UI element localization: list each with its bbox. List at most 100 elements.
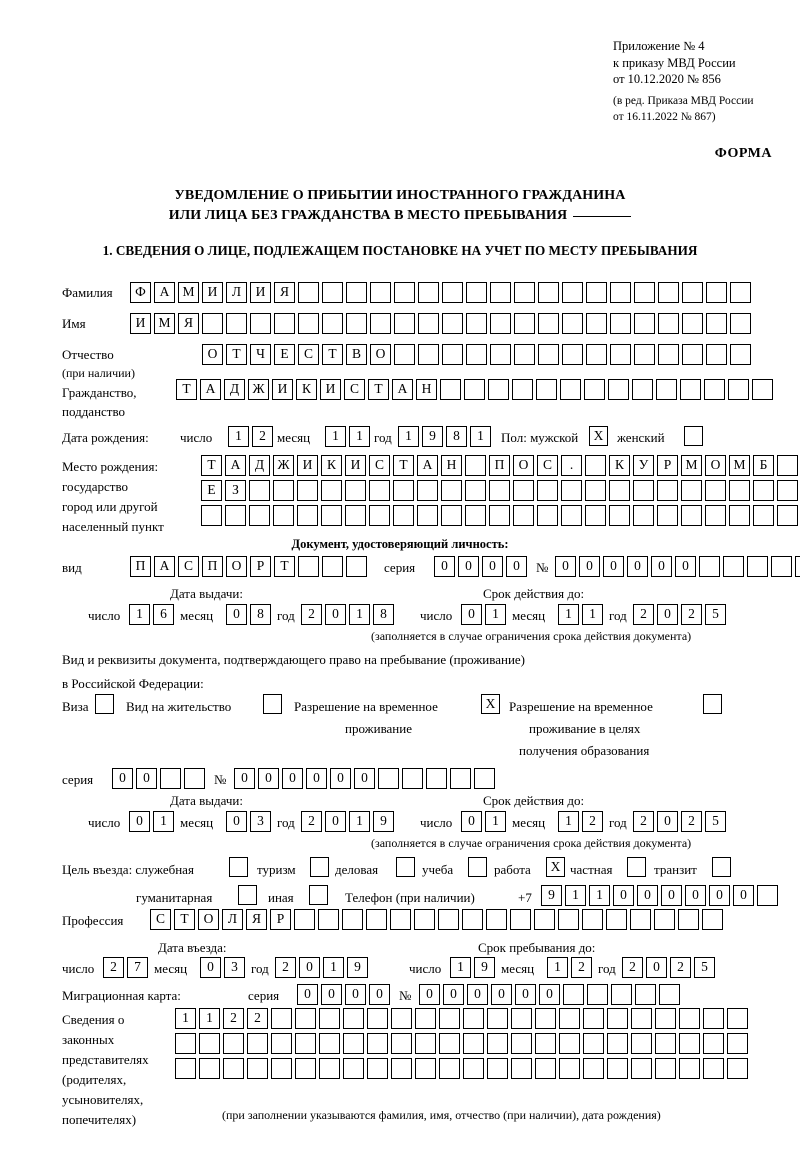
char-cell[interactable] (654, 909, 675, 930)
char-cell[interactable]: 2 (301, 604, 322, 625)
char-cell[interactable] (297, 505, 318, 526)
char-cell[interactable]: 0 (282, 768, 303, 789)
char-cell[interactable] (678, 909, 699, 930)
char-cell[interactable]: 0 (579, 556, 600, 577)
char-cell[interactable]: 1 (589, 885, 610, 906)
char-cell[interactable]: О (226, 556, 247, 577)
char-cell[interactable]: 0 (354, 768, 375, 789)
char-cell[interactable] (512, 379, 533, 400)
char-cell[interactable]: Т (368, 379, 389, 400)
birth-place-row-3[interactable] (201, 505, 798, 526)
char-cell[interactable] (682, 313, 703, 334)
char-cell[interactable] (633, 480, 654, 501)
char-cell[interactable] (757, 885, 778, 906)
char-cell[interactable]: 0 (112, 768, 133, 789)
char-cell[interactable] (681, 505, 702, 526)
char-cell[interactable]: И (272, 379, 293, 400)
char-cell[interactable] (608, 379, 629, 400)
char-cell[interactable] (657, 480, 678, 501)
char-cell[interactable]: Т (201, 455, 222, 476)
checkbox-purpose-study[interactable] (468, 857, 487, 877)
char-cell[interactable]: 1 (228, 426, 249, 447)
char-cell[interactable]: 2 (622, 957, 643, 978)
char-cell[interactable]: И (250, 282, 271, 303)
char-cell[interactable]: П (202, 556, 223, 577)
char-cell[interactable]: 0 (506, 556, 527, 577)
char-cell[interactable]: 8 (250, 604, 271, 625)
char-cell[interactable] (393, 480, 414, 501)
char-cell[interactable] (367, 1058, 388, 1079)
char-cell[interactable] (199, 1033, 220, 1054)
char-cell[interactable] (201, 505, 222, 526)
char-cell[interactable]: М (729, 455, 750, 476)
char-cell[interactable] (322, 556, 343, 577)
char-cell[interactable] (703, 1008, 724, 1029)
char-cell[interactable] (391, 1058, 412, 1079)
char-cell[interactable] (730, 344, 751, 365)
char-cell[interactable]: Т (274, 556, 295, 577)
char-cell[interactable] (394, 344, 415, 365)
char-cell[interactable] (247, 1033, 268, 1054)
char-cell[interactable] (682, 344, 703, 365)
char-cell[interactable] (274, 313, 295, 334)
char-cell[interactable] (538, 282, 559, 303)
char-cell[interactable] (510, 909, 531, 930)
char-cell[interactable]: 2 (571, 957, 592, 978)
char-cell[interactable] (534, 909, 555, 930)
char-cell[interactable] (346, 313, 367, 334)
char-cell[interactable] (535, 1008, 556, 1029)
char-cell[interactable] (490, 282, 511, 303)
char-cell[interactable]: 0 (299, 957, 320, 978)
char-cell[interactable] (706, 313, 727, 334)
char-cell[interactable] (560, 379, 581, 400)
char-cell[interactable] (658, 313, 679, 334)
char-cell[interactable] (175, 1033, 196, 1054)
char-cell[interactable] (681, 480, 702, 501)
char-cell[interactable]: 0 (297, 984, 318, 1005)
char-cell[interactable]: 0 (467, 984, 488, 1005)
char-cell[interactable]: К (296, 379, 317, 400)
char-cell[interactable]: 1 (175, 1008, 196, 1029)
char-cell[interactable]: 7 (127, 957, 148, 978)
char-cell[interactable] (367, 1033, 388, 1054)
char-cell[interactable]: 1 (349, 604, 370, 625)
char-cell[interactable] (391, 1033, 412, 1054)
char-cell[interactable] (582, 909, 603, 930)
char-cell[interactable] (558, 909, 579, 930)
char-cell[interactable]: 0 (330, 768, 351, 789)
char-cell[interactable]: 9 (541, 885, 562, 906)
char-cell[interactable]: 2 (247, 1008, 268, 1029)
char-cell[interactable] (271, 1033, 292, 1054)
char-cell[interactable] (583, 1033, 604, 1054)
char-cell[interactable] (394, 313, 415, 334)
char-cell[interactable]: М (681, 455, 702, 476)
char-cell[interactable] (298, 556, 319, 577)
char-cell[interactable] (321, 480, 342, 501)
checkbox-purpose-humanitarian[interactable] (238, 885, 257, 905)
char-cell[interactable] (439, 1008, 460, 1029)
char-cell[interactable]: Ж (273, 455, 294, 476)
char-cell[interactable] (679, 1058, 700, 1079)
char-cell[interactable] (417, 480, 438, 501)
char-cell[interactable] (249, 505, 270, 526)
char-cell[interactable] (609, 505, 630, 526)
char-cell[interactable]: 0 (482, 556, 503, 577)
char-cell[interactable] (634, 344, 655, 365)
char-cell[interactable] (415, 1033, 436, 1054)
char-cell[interactable] (295, 1033, 316, 1054)
char-cell[interactable]: 2 (670, 957, 691, 978)
char-cell[interactable]: Т (176, 379, 197, 400)
char-cell[interactable] (463, 1033, 484, 1054)
char-cell[interactable] (367, 1008, 388, 1029)
char-cell[interactable] (586, 313, 607, 334)
char-cell[interactable] (345, 505, 366, 526)
char-cell[interactable]: 1 (470, 426, 491, 447)
char-cell[interactable] (730, 313, 751, 334)
char-cell[interactable]: И (297, 455, 318, 476)
